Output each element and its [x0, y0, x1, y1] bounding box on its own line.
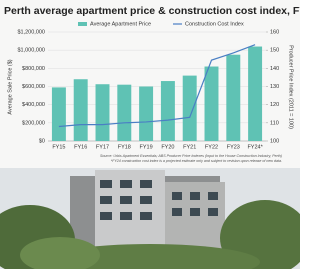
x-tick-label: FY23: [227, 144, 240, 150]
y-tick-label: $1,000,000: [17, 48, 45, 54]
bar: [226, 54, 241, 142]
x-tick-label: FY19: [140, 144, 153, 150]
y2-tick-label: 130: [270, 84, 279, 90]
x-tick-label: FY17: [96, 144, 109, 150]
y-tick-label: $200,000: [22, 120, 45, 126]
bar: [160, 81, 175, 141]
y2-tick-label: 140: [270, 66, 279, 72]
line: [58, 44, 256, 128]
y-tick-label: $400,000: [22, 102, 45, 108]
y-tick-label: $0: [39, 138, 45, 144]
x-tick-label: FY24*: [247, 144, 263, 150]
bar: [95, 84, 110, 141]
legend-label: Average Apartment Price: [90, 21, 151, 27]
y2-tick-label: 160: [270, 29, 279, 35]
y2-tick-label: 150: [270, 48, 279, 54]
bar: [139, 86, 154, 141]
chart: Perth average apartment price & construc…: [0, 4, 300, 269]
source-note: Source: Urbis Apartment Essentials; ABS …: [100, 154, 282, 158]
y-axis-label: Average Sale Price ($): [7, 59, 13, 114]
bar: [117, 84, 132, 141]
x-tick-label: FY20: [161, 144, 174, 150]
y2-axis-label: Producer Price Index (2011 = 100): [288, 45, 294, 129]
bar: [248, 46, 263, 141]
bar: [73, 79, 88, 141]
x-tick-label: FY22: [205, 144, 218, 150]
x-tick-label: FY15: [52, 144, 65, 150]
source-note: *FY24 construction cost index is a proje…: [111, 159, 282, 163]
y2-tick-label: 120: [270, 102, 279, 108]
y-tick-label: $1,200,000: [17, 29, 45, 35]
x-tick-label: FY18: [118, 144, 131, 150]
legend-label: Construction Cost Index: [185, 21, 244, 27]
chart-title: Perth average apartment price & construc…: [4, 5, 300, 17]
bar: [204, 66, 219, 141]
y2-tick-label: 100: [270, 138, 279, 144]
photo: [0, 168, 300, 269]
bar: [51, 87, 66, 141]
bar: [182, 75, 197, 141]
x-tick-label: FY16: [74, 144, 87, 150]
y-tick-label: $600,000: [22, 84, 45, 90]
legend-swatch: [78, 22, 87, 26]
y2-tick-label: 110: [270, 120, 279, 126]
x-tick-label: FY21: [183, 144, 196, 150]
y-tick-label: $800,000: [22, 66, 45, 72]
